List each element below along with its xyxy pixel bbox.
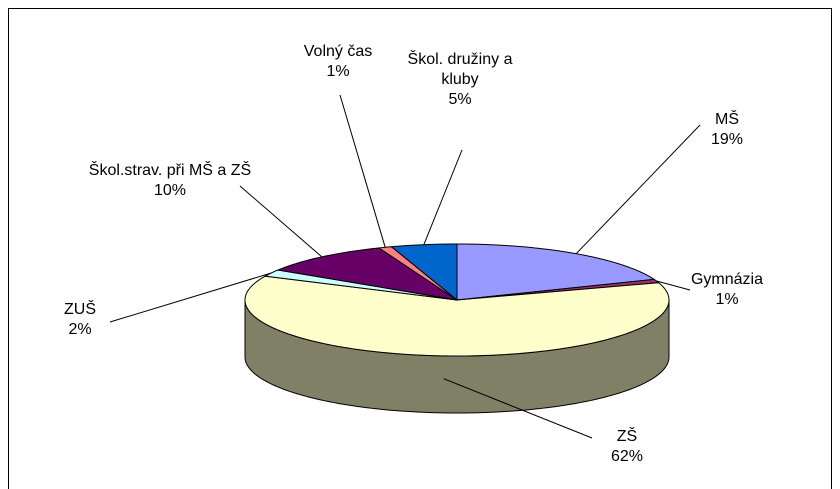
leader-line (239, 185, 323, 258)
category-label: Volný čas (303, 43, 373, 60)
category-label: ZUŠ (64, 301, 96, 318)
slice-label: Škol. družiny a kluby 5% (390, 50, 530, 110)
category-label: MŠ (715, 111, 739, 128)
value-label: 5% (448, 91, 472, 108)
category-label: Gymnázia (690, 271, 764, 288)
leader-line (656, 280, 691, 291)
value-label: 62% (610, 448, 644, 465)
slice-label: ZUŠ 2% (50, 300, 110, 340)
leader-line (443, 378, 593, 439)
category-label: Škol. družiny a kluby (407, 51, 513, 88)
slice-label: Škol.strav. při MŠ a ZŠ 10% (88, 161, 253, 201)
slice (263, 269, 458, 301)
leader-line (339, 94, 386, 248)
slice-label: ZŠ 62% (597, 427, 657, 467)
slice-label: Gymnázia 1% (677, 270, 777, 310)
slice-label: MŠ 19% (697, 110, 757, 150)
value-label: 1% (715, 291, 739, 308)
value-label: 19% (710, 131, 744, 148)
value-label: 2% (68, 321, 92, 338)
leader-line (575, 124, 701, 255)
leader-line (109, 272, 272, 323)
slice (244, 275, 670, 357)
category-label: Škol.strav. při MŠ a ZŠ (88, 162, 252, 179)
leader-line (423, 149, 463, 245)
slice-label: Volný čas 1% (283, 42, 393, 82)
category-label: ZŠ (616, 428, 638, 445)
value-label: 1% (326, 63, 350, 80)
value-label: 10% (153, 182, 187, 199)
